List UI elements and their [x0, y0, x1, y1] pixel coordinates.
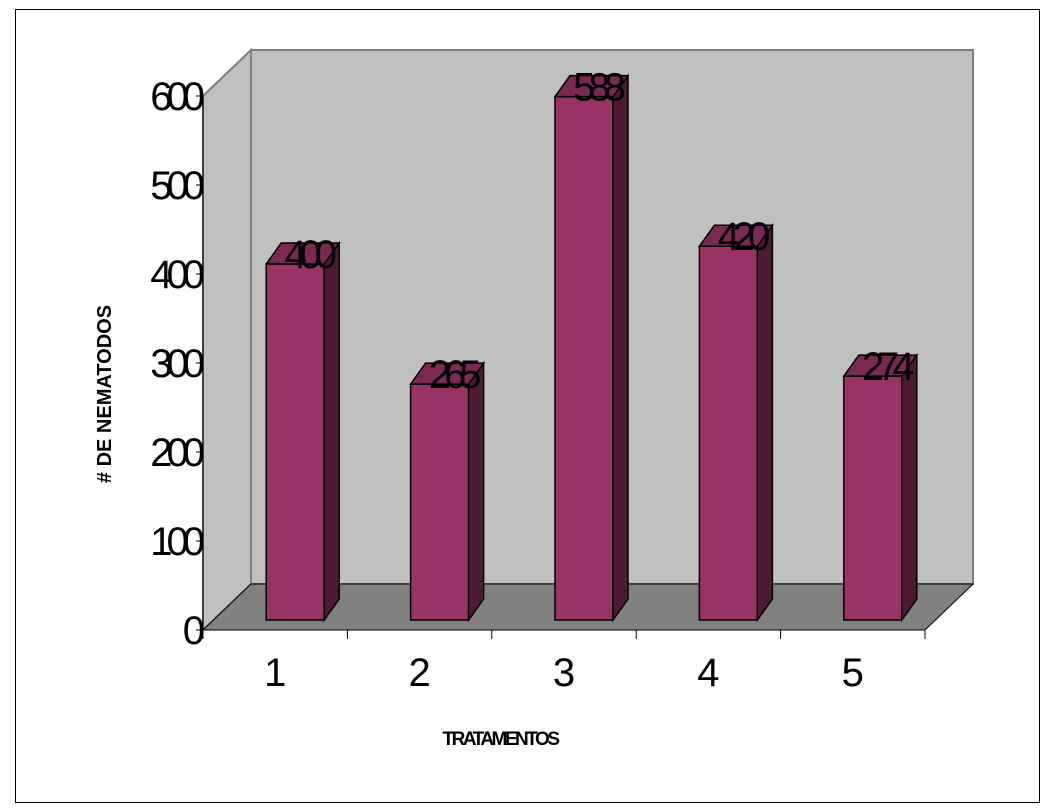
bar-front-1 [265, 263, 325, 621]
x-tick-label-3: 3 [553, 651, 575, 695]
x-tick-label-1: 1 [264, 651, 286, 695]
bars-group [264, 73, 919, 623]
data-label-4: 420 [718, 215, 769, 259]
bar-side-5 [901, 352, 918, 623]
y-tick-label-500: 500 [150, 164, 203, 208]
data-label-1: 400 [284, 233, 335, 277]
bar-side-2 [467, 360, 485, 623]
bar-front-3 [554, 95, 614, 621]
bar-chart: 010020030040050060040012652588342042745 … [94, 47, 975, 750]
y-tick-label-400: 400 [150, 253, 203, 297]
y-tick-label-600: 600 [150, 75, 203, 119]
bar-side-4 [756, 222, 774, 623]
bar-front-4 [698, 245, 759, 621]
y-tick-label-0: 0 [183, 609, 204, 653]
x-tick-label-4: 4 [697, 651, 719, 695]
bar-side-3 [612, 73, 629, 623]
data-label-5: 274 [862, 345, 914, 389]
bar-1 [264, 240, 341, 623]
bar-4 [697, 222, 774, 623]
y-tick-label-200: 200 [150, 431, 203, 475]
bar-top-5 [842, 354, 919, 377]
bar-top-1 [264, 242, 341, 265]
x-tick-label-5: 5 [842, 651, 864, 695]
data-label-2: 265 [429, 353, 480, 397]
axes-group [196, 95, 926, 639]
data-label-3: 588 [573, 66, 624, 110]
bar-side-1 [323, 240, 340, 623]
bar-5 [842, 352, 919, 623]
bar-top-2 [409, 362, 486, 385]
bar-front-2 [409, 383, 470, 621]
bar-top-3 [553, 74, 630, 98]
y-axis-title: # DE NEMATODOS [94, 305, 116, 483]
x-tick-label-2: 2 [408, 651, 430, 695]
bar-front-5 [843, 375, 903, 621]
side-wall [202, 47, 252, 633]
bar-top-4 [697, 224, 774, 247]
y-tick-label-100: 100 [150, 520, 203, 564]
bar-2 [409, 360, 486, 623]
x-axis-title: TRATAMENTOS [443, 729, 560, 750]
bar-3 [553, 73, 630, 623]
y-tick-label-300: 300 [150, 342, 203, 386]
chart-frame: 0 100 200 300 400 500 600 400 1 265 2 588 3 420 4 274 5 … [15, 9, 1040, 803]
